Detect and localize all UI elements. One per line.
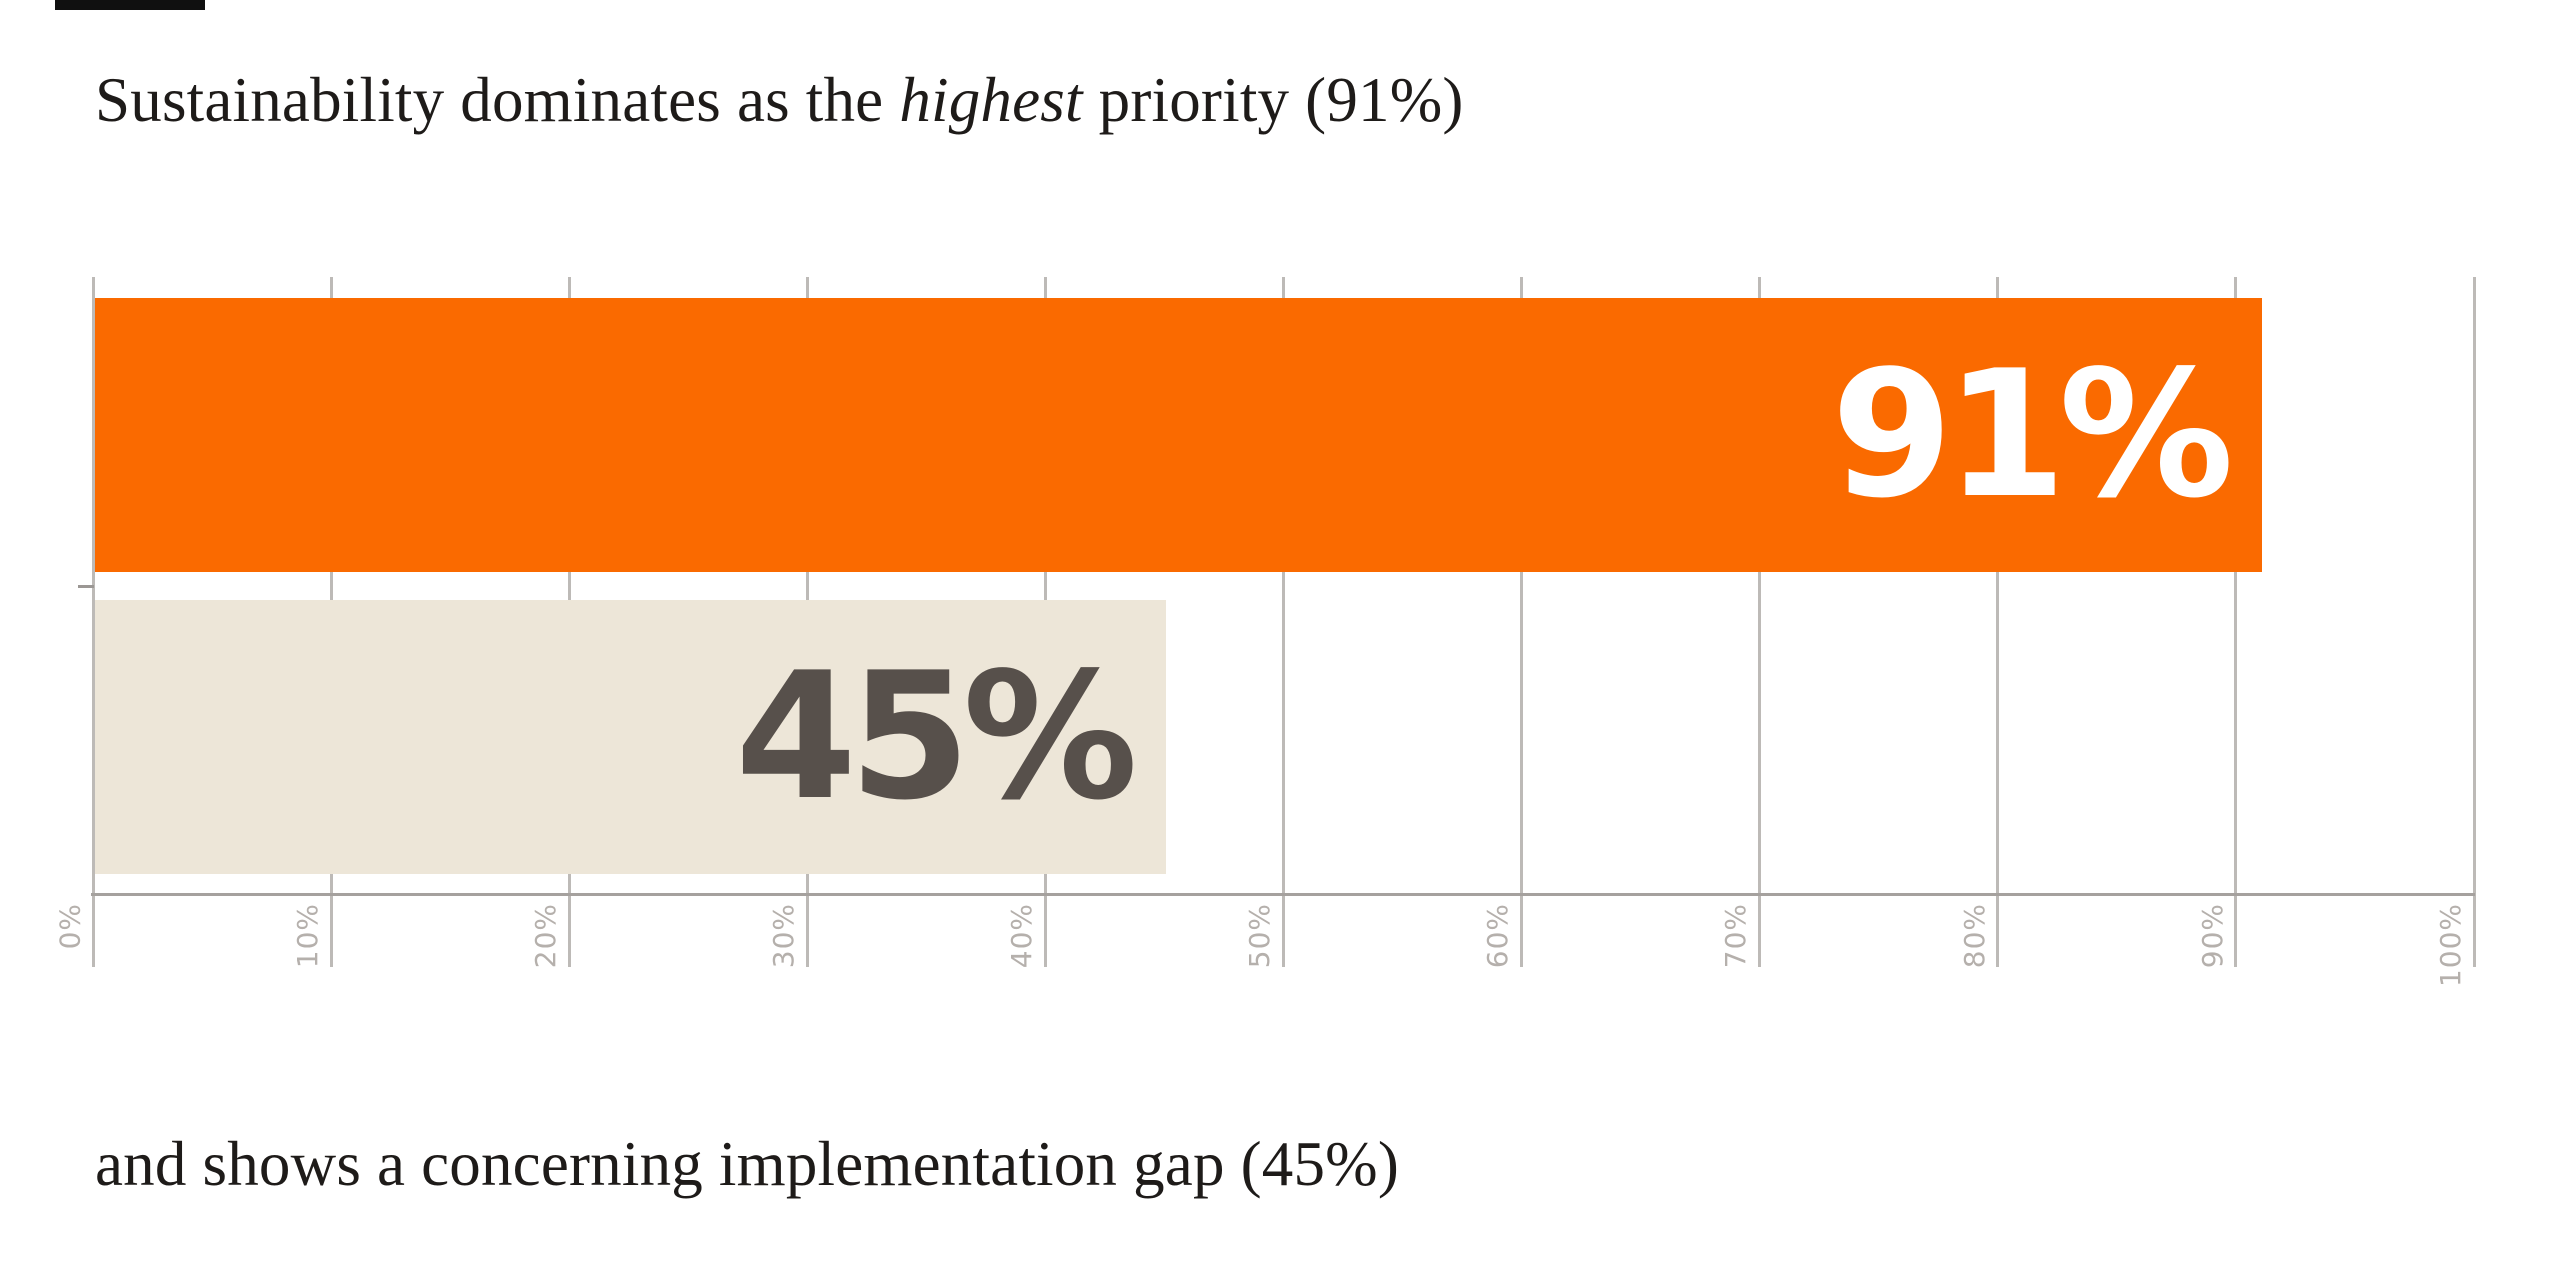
x-tick-label-100: 100% [2434,903,2467,988]
chart-title: Sustainability dominates as the highest … [95,64,1464,137]
x-tick-label-40: 40% [1005,903,1039,969]
bar-45%: 45% [95,600,1166,874]
x-tick-label-50: 50% [1243,903,1277,969]
gridline-70 [1758,277,1762,967]
x-axis-line [91,893,2475,896]
x-tick-label-60: 60% [1481,903,1515,969]
gridline-80 [1996,277,2000,967]
x-tick-label-70: 70% [1719,903,1753,969]
title-accent-bar [55,0,205,10]
x-tick-label-30: 30% [767,903,801,969]
bar-value-label: 91% [1831,333,2234,537]
gridline-60 [1520,277,1524,967]
gridline-0 [91,277,95,967]
x-tick-label-80: 80% [1957,903,1991,969]
x-tick-label-20: 20% [529,903,563,969]
gridline-50 [1282,277,1285,967]
chart-title-emphasis: highest [899,65,1083,135]
gridline-90 [2234,277,2238,967]
y-axis-tick [78,585,94,588]
x-tick-label-10: 10% [291,903,325,969]
x-tick-label-90: 90% [2195,903,2229,969]
chart-title-prefix: Sustainability dominates as the [95,65,900,135]
bar-value-label: 45% [735,635,1138,839]
chart-caption: and shows a concerning implementation ga… [95,1129,1400,1199]
chart-title-suffix: priority (91%) [1082,65,1464,135]
gridline-100 [2472,277,2476,967]
bar-91%: 91% [95,298,2262,572]
x-tick-label-0: 0% [53,903,86,950]
